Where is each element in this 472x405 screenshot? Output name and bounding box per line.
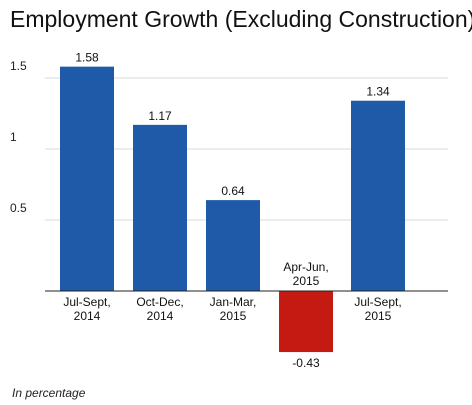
category-label: Jul-Sept, 2015: [354, 295, 401, 323]
y-tick-label: 1.5: [10, 59, 27, 73]
bar: [279, 291, 333, 353]
category-label-line: 2015: [220, 309, 247, 323]
category-label-line: 2015: [365, 309, 392, 323]
category-label-line: Apr-Jun,: [283, 260, 328, 274]
chart-title: Employment Growth (Excluding Constructio…: [10, 6, 472, 32]
category-label-line: 2014: [147, 309, 174, 323]
category-label-line: Jul-Sept,: [354, 295, 401, 309]
category-label-line: Oct-Dec,: [136, 295, 183, 309]
category-label-line: Jul-Sept,: [63, 295, 110, 309]
category-label-line: 2015: [293, 274, 320, 288]
category-label-line: Jan-Mar,: [210, 295, 257, 309]
y-tick-label: 1: [10, 130, 17, 144]
value-label: 1.58: [75, 51, 99, 65]
y-tick-label: 0.5: [10, 201, 27, 215]
value-label: 1.34: [366, 85, 390, 99]
units-note: In percentage: [12, 386, 86, 400]
value-label: 1.17: [148, 109, 172, 123]
category-label: Jul-Sept, 2014: [63, 295, 110, 323]
category-label-line: 2014: [74, 309, 101, 323]
bar: [133, 124, 187, 291]
category-label: Jan-Mar, 2015: [210, 295, 257, 323]
bar: [351, 100, 405, 291]
category-label: Apr-Jun, 2015: [283, 260, 328, 288]
y-axis-ticks: 0.5 1 1.5: [10, 59, 27, 215]
category-label: Oct-Dec, 2014: [136, 295, 183, 323]
bar: [60, 66, 114, 291]
bars: [60, 66, 405, 353]
bar: [206, 200, 260, 291]
value-label: -0.43: [292, 356, 320, 370]
value-label: 0.64: [221, 184, 245, 198]
